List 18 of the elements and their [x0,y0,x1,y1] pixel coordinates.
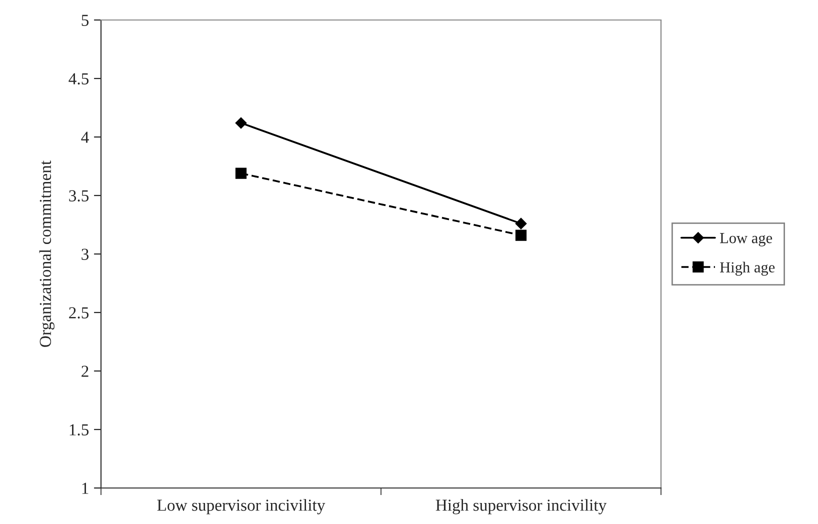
x-tick-label: Low supervisor incivility [157,499,326,514]
point [235,117,247,129]
point [235,168,247,179]
point [515,218,527,230]
legend-label: High age [720,262,775,276]
legend-label: Low age [720,233,772,246]
y-tick-label: 4 [81,132,89,143]
y-tick-label: 1.5 [70,424,89,436]
y-axis-title: Organizational commitment [39,160,54,347]
y-tick-label: 4.5 [68,73,89,85]
y-tick-label: 2 [82,366,88,377]
y-tick-label: 3.5 [69,190,89,202]
y-tick-label: 2.5 [69,307,89,319]
point [515,230,527,241]
y-tick-label: 1 [82,482,88,494]
x-tick-label: High supervisor incivility [436,499,607,514]
y-tick-label: 3 [82,248,89,260]
y-tick-label: 5 [82,14,89,26]
